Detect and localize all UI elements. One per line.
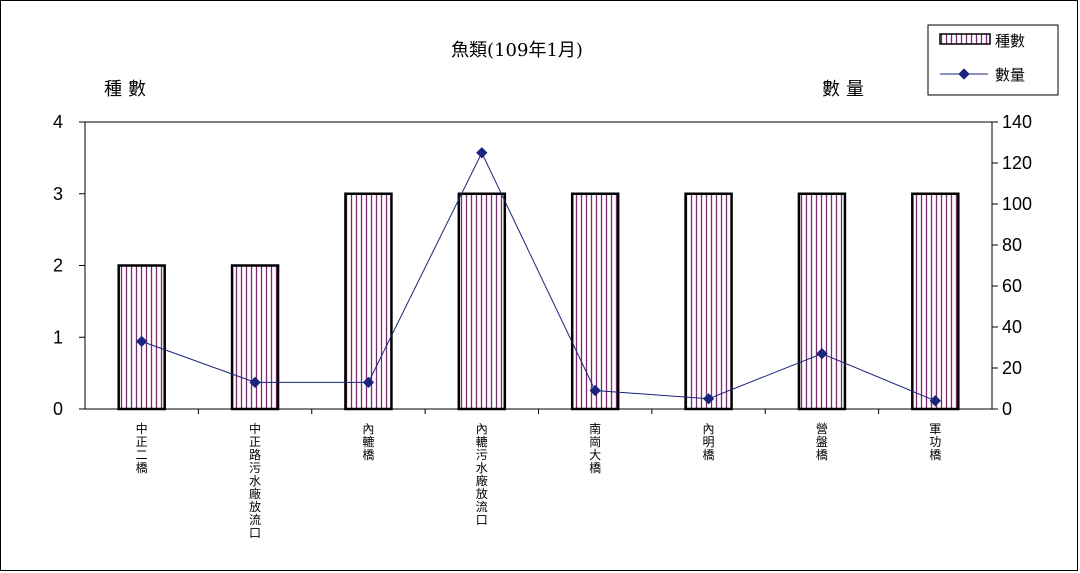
line-point bbox=[816, 347, 828, 360]
line-point bbox=[702, 393, 715, 405]
line-point bbox=[362, 376, 375, 389]
left-axis-title: 種數 bbox=[104, 79, 152, 100]
line-point bbox=[136, 335, 148, 348]
plot-area bbox=[84, 121, 993, 410]
x-tick-label: 內轆橋 bbox=[362, 422, 374, 462]
legend-bar-swatch bbox=[939, 33, 991, 45]
x-tick-label: 內轆污水廠放流口 bbox=[476, 422, 488, 527]
series-line bbox=[141, 151, 936, 402]
left-tick-label: 2 bbox=[53, 256, 63, 276]
line-point bbox=[589, 384, 601, 397]
right-axis-title: 數量 bbox=[822, 79, 870, 100]
bar bbox=[911, 192, 960, 411]
right-tick-label: 140 bbox=[1002, 112, 1032, 132]
right-tick-label: 80 bbox=[1002, 235, 1022, 255]
line-point bbox=[929, 395, 941, 407]
left-tick-label: 0 bbox=[53, 399, 63, 419]
bar bbox=[797, 192, 847, 411]
legend: 種數 數量 bbox=[927, 24, 1059, 96]
chart-title: 魚類(109年1月) bbox=[451, 40, 583, 61]
legend-line-label: 數量 bbox=[995, 66, 1025, 84]
x-tick-label: 南崗大橋 bbox=[589, 421, 601, 475]
line-point bbox=[249, 376, 261, 389]
bar bbox=[570, 192, 620, 411]
right-tick-label: 120 bbox=[1002, 153, 1032, 173]
right-tick-label: 0 bbox=[1002, 399, 1012, 419]
bar bbox=[457, 192, 507, 411]
left-tick-label: 3 bbox=[53, 184, 63, 204]
right-tick-label: 60 bbox=[1002, 276, 1022, 296]
x-tick-label: 中正路污水廠放流口 bbox=[249, 421, 261, 540]
legend-bar-label: 種數 bbox=[995, 32, 1025, 50]
x-tick-label: 中正二橋 bbox=[136, 421, 148, 475]
right-tick-label: 20 bbox=[1002, 358, 1022, 378]
x-tick-label: 營盤橋 bbox=[816, 422, 828, 462]
right-tick-label: 100 bbox=[1002, 194, 1032, 214]
bar bbox=[344, 192, 393, 411]
right-tick-label: 40 bbox=[1002, 317, 1022, 337]
x-tick-label: 內明橋 bbox=[703, 422, 715, 462]
x-tick-label: 軍功橋 bbox=[929, 422, 941, 462]
left-tick-label: 1 bbox=[53, 327, 63, 347]
line-point bbox=[476, 147, 488, 159]
bar bbox=[684, 192, 733, 411]
left-tick-label: 4 bbox=[53, 112, 63, 132]
